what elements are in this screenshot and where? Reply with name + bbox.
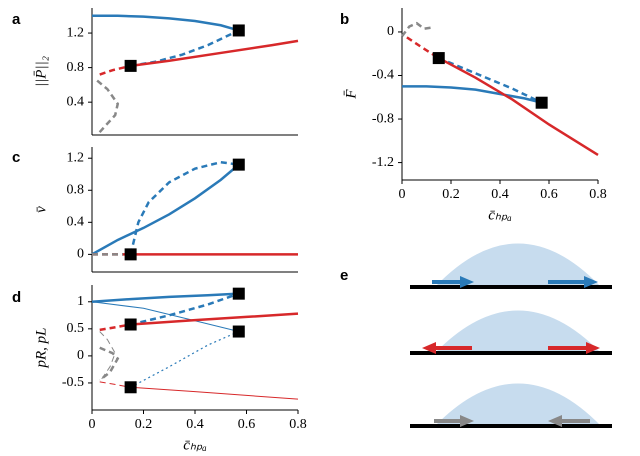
y-tick-label: -0.8 — [372, 111, 394, 126]
y-axis-label: pR, pL — [33, 327, 49, 368]
y-tick-label: -1.2 — [372, 155, 394, 170]
droplet — [435, 310, 601, 353]
marker — [232, 24, 245, 37]
curve — [130, 312, 299, 326]
panel-label: a — [12, 11, 21, 28]
y-tick-label: 0 — [77, 247, 84, 262]
marker — [124, 318, 137, 331]
y-axis-label: ||P̄||₂ — [33, 56, 49, 87]
y-tick-label: -0.5 — [62, 375, 84, 390]
curve — [130, 29, 240, 68]
arrow-head — [460, 415, 474, 427]
curve — [91, 163, 240, 256]
y-tick-label: 0 — [387, 24, 394, 39]
y-tick-label: 0.5 — [67, 321, 85, 336]
x-tick-label: 0.2 — [135, 417, 153, 432]
y-tick-label: 1.2 — [67, 150, 85, 165]
panel-label: d — [12, 289, 21, 306]
curve — [438, 56, 599, 157]
y-tick-label: -0.4 — [372, 68, 394, 83]
curve — [130, 39, 299, 68]
arrow-head — [422, 342, 436, 354]
curve — [92, 14, 240, 32]
curve — [402, 85, 542, 104]
y-tick-label: 1 — [77, 294, 84, 309]
marker — [124, 381, 137, 394]
arrow-head — [460, 276, 474, 288]
curve — [99, 64, 131, 76]
y-tick-label: 0.8 — [67, 60, 85, 75]
x-axis-label: c̄ₕₚₐ — [488, 207, 512, 223]
arrow-head — [584, 276, 598, 288]
droplet — [435, 243, 601, 287]
curve — [91, 301, 239, 333]
marker — [432, 52, 445, 65]
curve — [99, 381, 131, 388]
x-axis-label: c̄ₕₚₐ — [183, 437, 207, 453]
curve — [130, 330, 240, 388]
curve — [99, 323, 131, 332]
curve — [129, 160, 239, 255]
marker — [124, 248, 137, 261]
x-tick-label: 0.4 — [491, 187, 509, 202]
x-tick-label: 0 — [89, 417, 96, 432]
marker — [232, 158, 245, 171]
x-tick-label: 0.6 — [238, 417, 256, 432]
arrow-head — [548, 415, 562, 427]
curve — [130, 386, 299, 400]
curve — [96, 79, 120, 136]
panel-label: e — [340, 267, 348, 284]
y-axis-label: F̄ — [343, 89, 359, 100]
x-tick-label: 0.8 — [589, 187, 607, 202]
marker — [124, 59, 137, 72]
arrow-head — [586, 342, 600, 354]
droplet-diagram — [410, 243, 612, 428]
curve — [98, 346, 120, 382]
curve — [438, 56, 543, 104]
x-tick-label: 0 — [399, 187, 406, 202]
y-tick-label: 0.8 — [67, 182, 85, 197]
droplet — [435, 383, 601, 426]
x-tick-label: 0.6 — [540, 187, 558, 202]
curve — [401, 21, 432, 38]
y-tick-label: 0.4 — [67, 215, 85, 230]
y-tick-label: 0.4 — [67, 94, 85, 109]
panel-label: c — [12, 149, 20, 166]
curve — [91, 292, 239, 304]
marker — [535, 96, 548, 109]
x-tick-label: 0.8 — [289, 417, 307, 432]
x-tick-label: 0.4 — [186, 417, 204, 432]
marker — [232, 287, 245, 300]
panel-label: b — [340, 11, 349, 28]
x-tick-label: 0.2 — [442, 187, 460, 202]
marker — [232, 325, 245, 338]
y-tick-label: 1.2 — [67, 25, 85, 40]
y-tick-label: 0 — [77, 348, 84, 363]
y-axis-label: v̄ — [33, 206, 49, 213]
